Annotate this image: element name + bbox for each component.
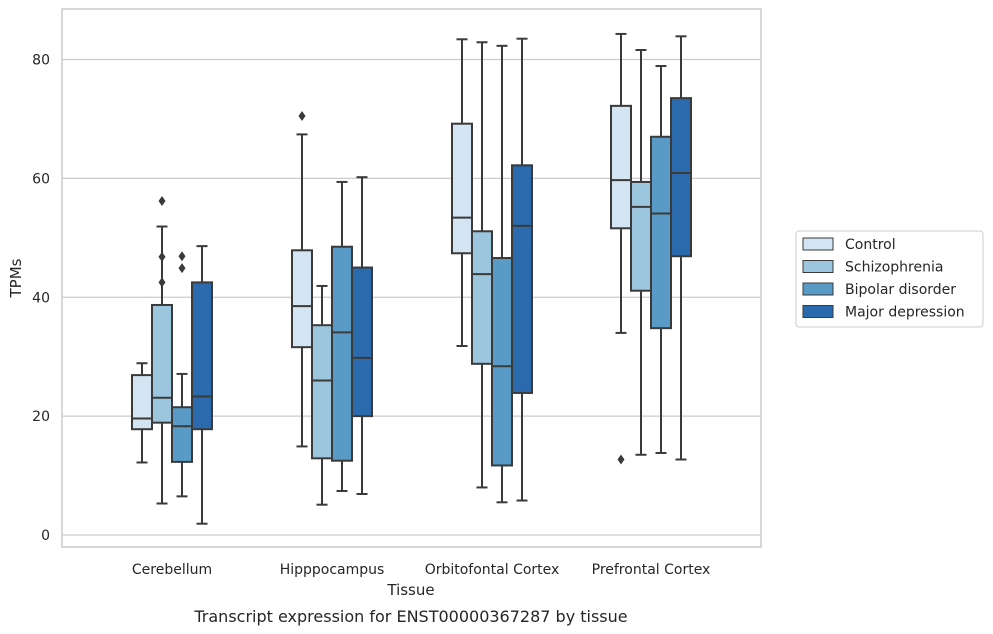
- outlier-point: [178, 251, 186, 262]
- box-body: [191, 281, 213, 431]
- chart-caption: Transcript expression for ENST0000036728…: [193, 607, 627, 626]
- box-body: [511, 164, 533, 394]
- box-body: [471, 230, 493, 365]
- box-body: [650, 135, 672, 330]
- box-control-3: [610, 32, 632, 465]
- box-body: [451, 122, 473, 255]
- box-major-depression-3: [670, 35, 692, 461]
- box-body: [331, 245, 353, 462]
- x-tick-label: Hipppocampus: [280, 562, 385, 578]
- legend-label: Bipolar disorder: [845, 282, 956, 298]
- outlier-point: [158, 251, 166, 262]
- y-tick-label: 60: [32, 171, 50, 187]
- box-control-2: [451, 38, 473, 347]
- box-bipolar-disorder-0: [171, 251, 193, 498]
- box-major-depression-1: [351, 176, 373, 495]
- box-major-depression-0: [191, 245, 213, 525]
- y-tick-label: 0: [41, 528, 50, 544]
- legend-frame: [795, 230, 984, 328]
- x-axis-label: Tissue: [386, 581, 434, 599]
- outlier-point: [158, 195, 166, 206]
- y-tick-labels: 0 20 40 60 80: [32, 53, 50, 545]
- outlier-point: [617, 454, 625, 465]
- box-body: [610, 104, 632, 230]
- legend: Control Schizophrenia Bipolar disorder Majo…: [795, 230, 984, 328]
- plot-frame: [61, 8, 762, 548]
- box-control-0: [131, 362, 153, 464]
- box-schizophrenia-3: [630, 48, 652, 456]
- x-tick-label: Orbitofontal Cortex: [425, 562, 560, 578]
- y-tick-label: 80: [32, 53, 50, 69]
- legend-label: Control: [845, 237, 896, 253]
- x-tick-label: Prefrontal Cortex: [592, 562, 711, 578]
- boxes: [131, 32, 692, 525]
- box-schizophrenia-0: [151, 195, 173, 505]
- outlier-point: [298, 110, 306, 121]
- legend-label: Schizophrenia: [845, 260, 943, 276]
- box-body: [491, 257, 513, 467]
- box-control-1: [291, 110, 313, 448]
- legend-swatch: [802, 282, 834, 296]
- box-body: [630, 180, 652, 292]
- x-tick-labels: Cerebellum Hipppocampus Orbitofontal Corte…: [132, 562, 710, 578]
- box-body: [291, 249, 313, 349]
- box-bipolar-disorder-2: [491, 44, 513, 504]
- box-major-depression-2: [511, 37, 533, 502]
- legend-label: Major depression: [845, 305, 965, 321]
- legend-swatch: [802, 260, 834, 273]
- box-schizophrenia-2: [471, 41, 493, 489]
- x-tick-label: Cerebellum: [132, 562, 212, 578]
- y-tick-label: 40: [32, 290, 50, 306]
- y-axis-label: TPMs: [7, 258, 25, 298]
- outlier-point: [158, 277, 166, 288]
- box-body: [670, 97, 692, 258]
- legend-swatch: [802, 305, 834, 318]
- legend-swatch: [802, 237, 834, 251]
- y-tick-label: 20: [32, 409, 50, 425]
- box-body: [131, 374, 153, 431]
- box-body: [311, 324, 333, 460]
- box-body: [151, 303, 173, 424]
- outlier-point: [178, 263, 186, 274]
- box-body: [171, 406, 193, 463]
- box-body: [351, 266, 373, 418]
